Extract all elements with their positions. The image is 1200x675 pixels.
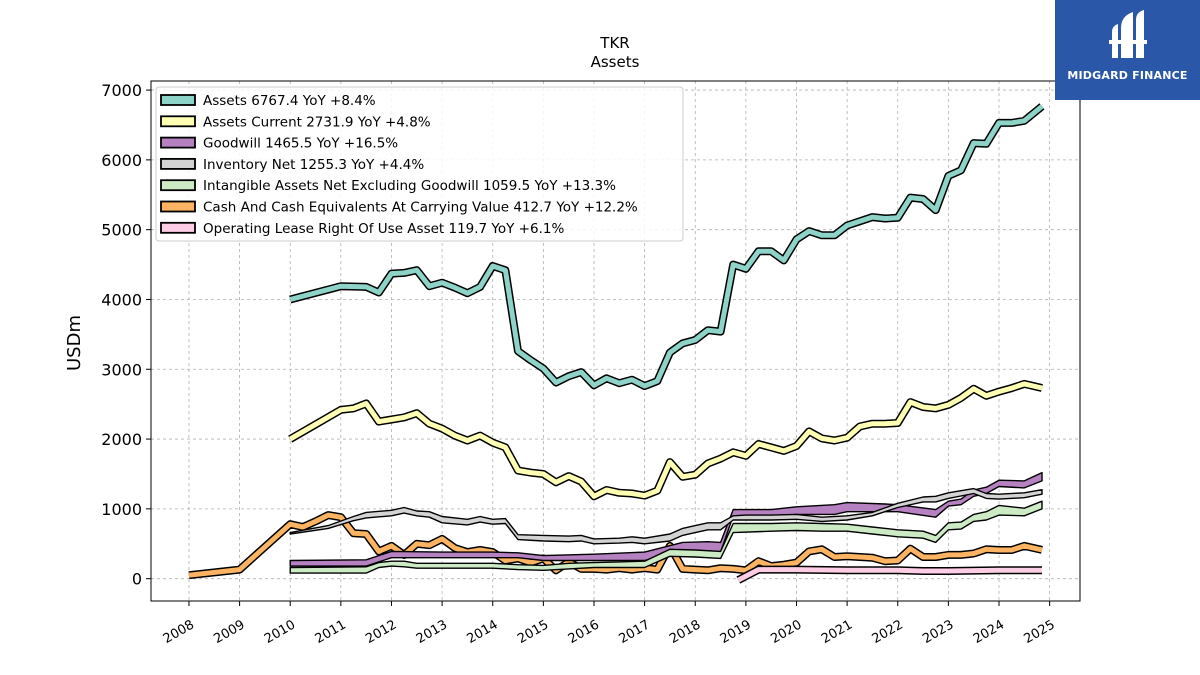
series-2 [288, 379, 1043, 501]
y-tick-label: 5000 [101, 221, 142, 240]
y-tick-label: 4000 [101, 290, 142, 309]
series-line [289, 104, 1044, 389]
x-tick-label: 2021 [819, 617, 855, 647]
legend-label: Inventory Net 1255.3 YoY +4.4% [203, 157, 424, 173]
series-5 [289, 500, 1043, 574]
y-axis-label: USDm [64, 315, 85, 371]
chart-title: TKR [599, 34, 629, 52]
legend-label: Operating Lease Right Of Use Asset 119.7… [203, 221, 564, 237]
x-tick-label: 2015 [515, 617, 551, 647]
x-tick-label: 2019 [718, 617, 754, 647]
legend-box [155, 86, 684, 242]
y-tick-label: 2000 [101, 430, 142, 449]
logo-text: MIDGARD FINANCE [1067, 69, 1188, 82]
y-tick-label: 6000 [101, 151, 142, 170]
series-line [737, 567, 1042, 583]
x-tick-label: 2022 [870, 617, 906, 647]
legend-label: Cash And Cash Equivalents At Carrying Va… [203, 200, 638, 216]
legend-label: Goodwill 1465.5 YoY +16.5% [203, 136, 398, 152]
x-tick-label: 2017 [616, 617, 652, 647]
x-tick-label: 2009 [211, 617, 247, 647]
x-tick-label: 2025 [1021, 617, 1057, 647]
legend-swatch [160, 221, 196, 234]
y-tick-label: 3000 [101, 360, 142, 379]
legend-swatch [160, 157, 196, 170]
x-tick-label: 2014 [465, 617, 501, 647]
series-line [188, 512, 1043, 578]
series-7 [736, 565, 1042, 584]
legend-swatch [160, 115, 196, 128]
series-layer [188, 103, 1045, 584]
legend-swatch [160, 94, 196, 106]
legend: Assets 6767.4 YoY +8.4% Assets Current 27… [155, 86, 684, 242]
legend-label: Assets Current 2731.9 YoY +4.8% [203, 114, 431, 130]
plot-frame [150, 80, 1081, 602]
y-tick-label: 7000 [101, 81, 142, 100]
x-tick-label: 2013 [414, 617, 450, 647]
x-tick-label: 2008 [161, 617, 197, 647]
series-1 [289, 103, 1045, 390]
y-tick-label: 0 [132, 570, 142, 589]
series-band [289, 500, 1043, 574]
x-tick-label: 2018 [667, 617, 703, 647]
series-4 [289, 487, 1043, 545]
x-tick-label: 2023 [920, 617, 956, 647]
series-band [289, 487, 1043, 545]
series-6 [188, 511, 1043, 580]
x-tick-label: 2011 [313, 617, 349, 647]
x-tick-label: 2016 [566, 617, 602, 647]
y-tick-label: 1000 [101, 500, 142, 519]
series-line-outline [288, 379, 1043, 501]
x-tick-label: 2024 [971, 617, 1007, 647]
legend-swatch [160, 136, 196, 149]
chart-subtitle: Assets [591, 53, 640, 71]
logo-mark-icon [1109, 10, 1147, 58]
company-logo: MIDGARD FINANCE [1055, 0, 1200, 100]
series-line [288, 381, 1043, 499]
legend-label: Intangible Assets Net Excluding Goodwill… [203, 178, 616, 194]
x-tick-label: 2012 [363, 617, 399, 647]
legend-swatch [160, 200, 196, 213]
legend-label: Assets 6767.4 YoY +8.4% [203, 93, 376, 109]
x-tick-label: 2010 [262, 617, 298, 647]
x-tick-label: 2020 [768, 617, 804, 647]
legend-swatch [160, 179, 196, 192]
